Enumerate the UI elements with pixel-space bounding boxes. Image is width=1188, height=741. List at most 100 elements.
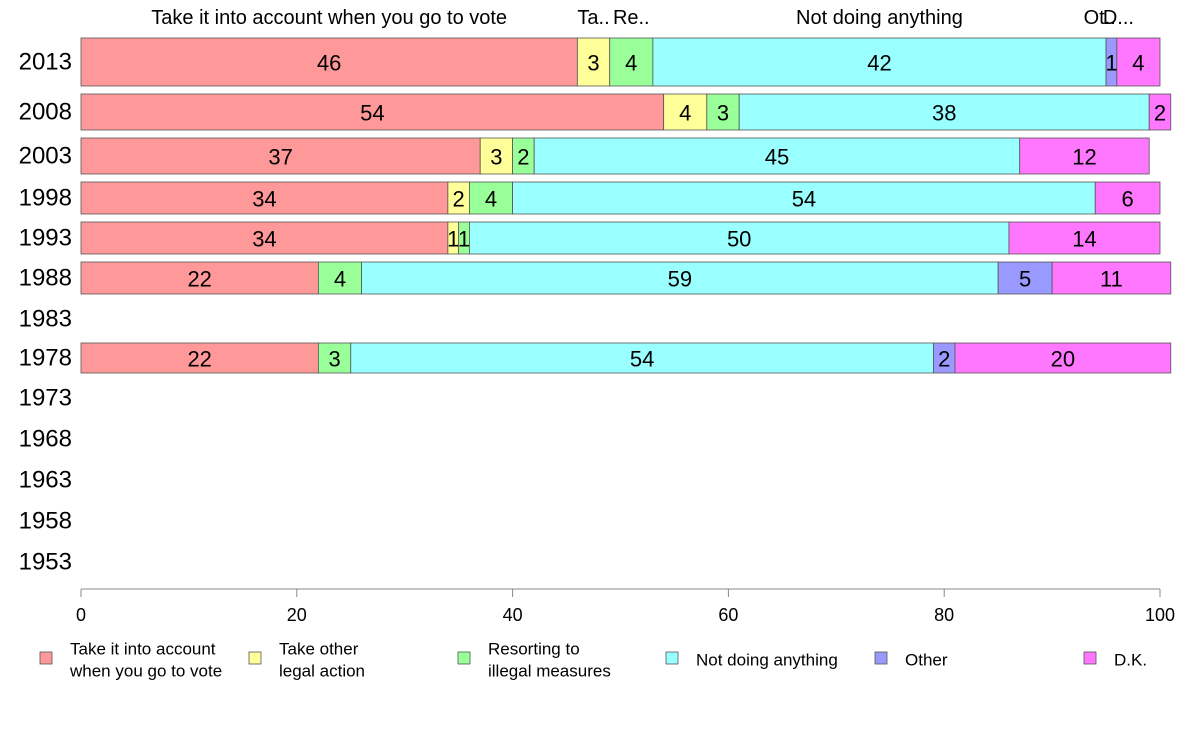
series-header-label: Not doing anything (796, 7, 963, 29)
legend-label: illegal measures (488, 662, 611, 681)
series-header-label: Take it into account when you go to vote (151, 7, 507, 29)
bar-value-label: 1 (1105, 51, 1117, 76)
bar-segment (80, 137, 481, 175)
bar-value-label: 46 (317, 51, 341, 76)
bar-value-label: 42 (867, 51, 891, 76)
bar-value-label: 4 (1132, 51, 1144, 76)
bar-segment (317, 342, 352, 374)
bar-value-label: 37 (268, 145, 292, 170)
series-header-label: Ot.. (1084, 7, 1116, 29)
bar-segment (1148, 93, 1172, 131)
bar-segment (997, 261, 1053, 295)
x-tick-label: 20 (287, 605, 307, 625)
y-tick-label: 2008 (19, 99, 72, 126)
legend-label: legal action (279, 662, 365, 681)
y-tick-label: 1953 (19, 549, 72, 576)
bar-segment (954, 342, 1172, 374)
bar-value-label: 1 (447, 227, 459, 252)
bar-value-label: 4 (485, 187, 497, 212)
bar-segment (533, 137, 1021, 175)
x-axis: 0 20 40 60 80 100 (76, 588, 1175, 625)
bar-segment (512, 181, 1096, 215)
bar-value-label: 2 (938, 347, 950, 372)
bar-value-label: 54 (360, 101, 384, 126)
bar-value-label: 59 (668, 267, 692, 292)
legend-label: Not doing anything (696, 651, 838, 670)
x-tick-label: 40 (503, 605, 523, 625)
legend: Take it into account when you go to vote T… (39, 640, 1147, 681)
y-tick-label: 1963 (19, 467, 72, 494)
series-header-label: Ta.. (577, 7, 609, 29)
y-tick-label: 1958 (19, 508, 72, 535)
bar-value-label: 3 (587, 51, 599, 76)
bar-value-label: 20 (1051, 347, 1075, 372)
bar-value-label: 2 (453, 187, 465, 212)
legend-swatch (665, 651, 679, 665)
bar-segment (652, 37, 1107, 87)
bar-value-label: 4 (334, 267, 346, 292)
y-tick-label: 1983 (19, 306, 72, 333)
series-header-label: D... (1103, 7, 1134, 29)
y-tick-label: 1978 (19, 345, 72, 372)
bar-value-label: 54 (630, 347, 654, 372)
y-tick-label: 2013 (19, 49, 72, 76)
y-tick-label: 1988 (19, 265, 72, 292)
bar-value-label: 12 (1072, 145, 1096, 170)
bar-value-label: 5 (1019, 267, 1031, 292)
bar-segment (1051, 261, 1172, 295)
legend-label: Take other (279, 640, 359, 659)
bar-segment (469, 221, 1010, 255)
bar-segment (469, 181, 514, 215)
bar-segment (663, 93, 708, 131)
bar-value-label: 34 (252, 187, 276, 212)
legend-label: D.K. (1114, 651, 1147, 670)
bar-value-label: 22 (187, 347, 211, 372)
bar-segment (80, 181, 449, 215)
bar-segment (706, 93, 740, 131)
bar-segment (1019, 137, 1150, 175)
legend-swatch (874, 651, 888, 665)
y-tick-label: 2003 (19, 143, 72, 170)
bar-segment (1116, 37, 1161, 87)
x-tick-label: 100 (1145, 605, 1175, 625)
bar-value-label: 50 (727, 227, 751, 252)
bar-segment (1008, 221, 1161, 255)
bar-segment (1094, 181, 1161, 215)
bar-value-label: 38 (932, 101, 956, 126)
y-tick-label: 1993 (19, 225, 72, 252)
bar-value-label: 34 (252, 227, 276, 252)
y-axis: 2013 2008 2003 1998 1993 1988 1983 1978 1973 1968… (19, 49, 72, 576)
x-tick-label: 0 (76, 605, 86, 625)
bar-value-label: 14 (1072, 227, 1096, 252)
bar-segment (576, 37, 611, 87)
y-tick-label: 1968 (19, 426, 72, 453)
bar-segment (80, 93, 665, 131)
bar-segment (80, 261, 319, 295)
bar-value-label: 3 (717, 101, 729, 126)
legend-swatch (39, 651, 53, 665)
bar-value-label: 4 (679, 101, 691, 126)
y-tick-label: 1998 (19, 185, 72, 212)
legend-label: when you go to vote (69, 662, 222, 681)
bar-value-label: 1 (458, 227, 470, 252)
legend-label: Take it into account (70, 640, 216, 659)
bar-value-label: 3 (328, 347, 340, 372)
bar-value-label: 2 (1154, 101, 1166, 126)
bar-segment (361, 261, 999, 295)
legend-swatch (248, 651, 262, 665)
bar-value-label: 3 (490, 145, 502, 170)
legend-swatch (1083, 651, 1097, 665)
bar-value-label: 11 (1100, 267, 1123, 292)
bar-value-label: 2 (517, 145, 529, 170)
bar-segment (479, 137, 514, 175)
series-header-label: Re.. (613, 7, 650, 29)
legend-swatch (457, 651, 471, 665)
bar-segment (80, 221, 449, 255)
bar-value-label: 54 (792, 187, 816, 212)
bar-segment (738, 93, 1150, 131)
bar-value-label: 4 (625, 51, 637, 76)
bar-value-label: 6 (1122, 187, 1134, 212)
